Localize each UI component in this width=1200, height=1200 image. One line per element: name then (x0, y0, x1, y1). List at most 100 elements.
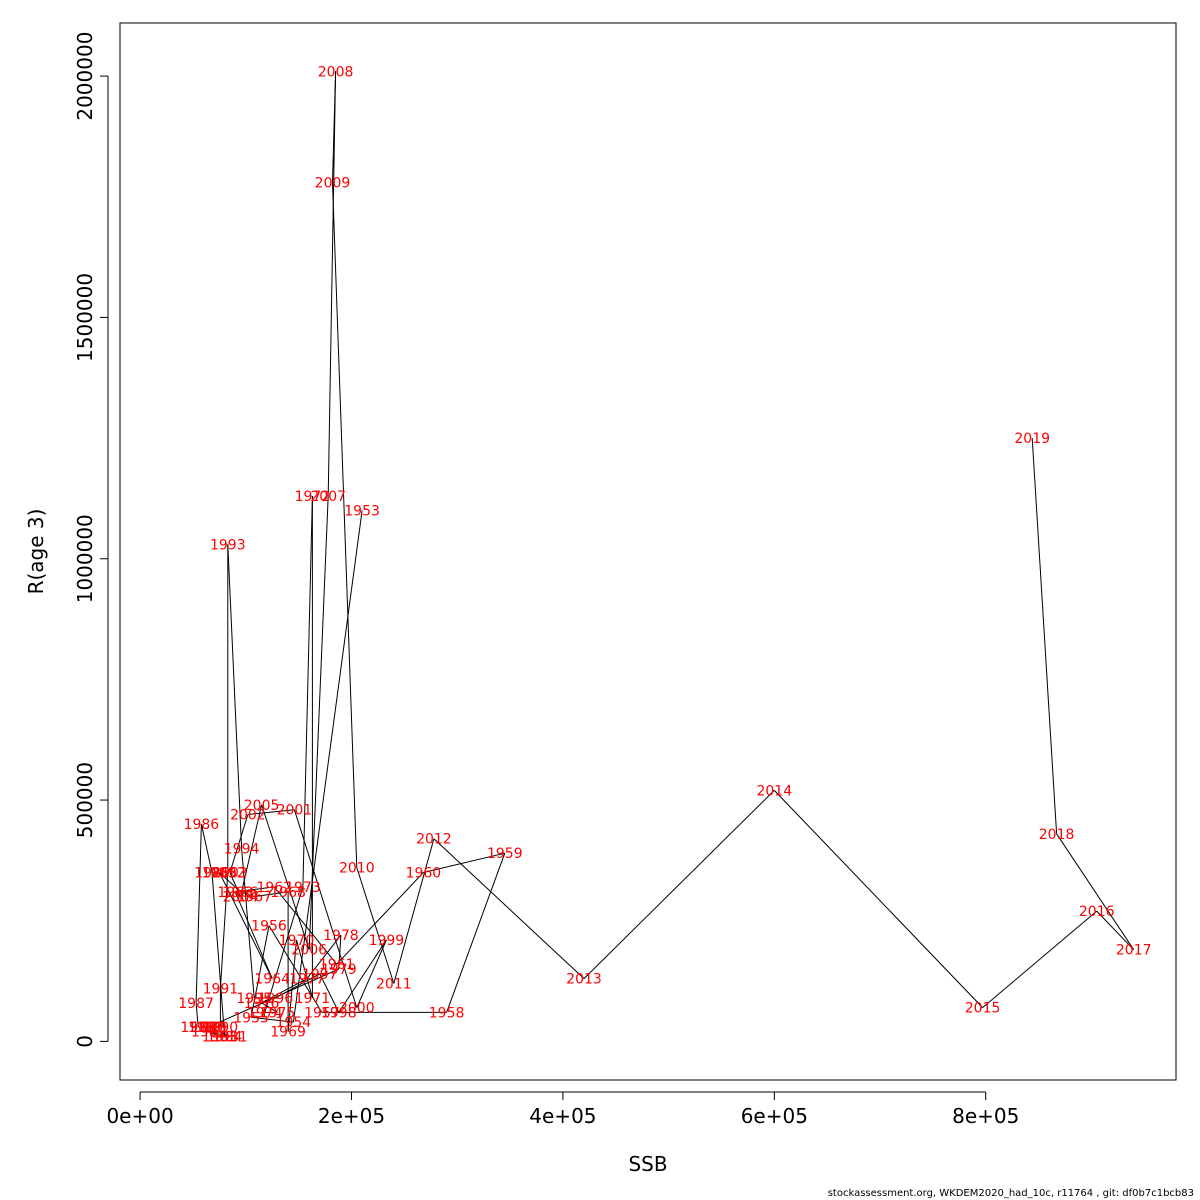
point-year-label: 2008 (318, 64, 354, 80)
series-segment (296, 939, 313, 999)
series-segment (327, 71, 337, 497)
point-year-label: 1957 (304, 1005, 340, 1021)
series-segment (982, 910, 1098, 1008)
point-year-label: 2018 (1039, 827, 1075, 843)
point-year-label: 2005 (244, 798, 280, 814)
point-year-label: 2001 (277, 803, 313, 819)
series-segment (773, 790, 983, 1008)
series-segment (264, 886, 304, 1013)
series-segment (302, 495, 313, 887)
series-segment (356, 867, 395, 984)
point-year-label: 1995 (236, 991, 272, 1007)
x-tick-label: 4e+05 (529, 1104, 596, 1128)
series-segment (332, 71, 337, 183)
point-year-label: 1967 (236, 890, 272, 906)
series-segment (336, 872, 424, 965)
point-year-label: 2009 (315, 175, 351, 191)
series-segment (293, 809, 358, 1008)
point-year-label: 1973 (285, 880, 321, 896)
series-segment (250, 925, 270, 1018)
y-tick-label: 1000000 (73, 514, 97, 603)
series-segment (200, 824, 213, 873)
point-year-label: 1988 (180, 1020, 216, 1036)
series-segment (308, 495, 329, 950)
series-segment (240, 891, 255, 898)
series-segment (306, 934, 342, 979)
series-segment (229, 872, 241, 897)
point-year-label: 1983 (202, 1030, 238, 1046)
point-year-label: 1990 (203, 1020, 239, 1036)
footer-caption: stockassessment.org, WKDEM2020_had_10c, … (827, 1188, 1194, 1199)
point-year-label: 1961 (319, 957, 355, 973)
series-segment (241, 848, 255, 998)
point-year-label: 1986 (184, 817, 220, 833)
series-segment (1031, 438, 1058, 834)
point-year-label: 2003 (212, 866, 248, 882)
point-year-label: 1975 (260, 1005, 296, 1021)
point-year-label: 2014 (756, 783, 792, 799)
series-segment (211, 872, 226, 1037)
series-segment (275, 973, 321, 999)
y-tick-label: 2000000 (73, 32, 97, 121)
point-year-label: 2011 (376, 977, 412, 993)
point-year-label: 1981 (212, 1030, 248, 1046)
series-segment (338, 935, 342, 970)
point-year-label: 1954 (276, 1015, 312, 1031)
series-segment (261, 804, 310, 950)
series-segment (208, 1031, 231, 1038)
point-year-label: 2006 (291, 943, 327, 959)
series-segment (227, 544, 243, 849)
point-year-label: 2000 (339, 1001, 375, 1017)
series-segment (218, 872, 273, 979)
series-segment (254, 891, 289, 898)
point-year-label: 1984 (207, 1030, 243, 1046)
point-year-label: 2002 (230, 808, 266, 824)
point-year-label: 1987 (178, 996, 214, 1012)
series-segment (446, 853, 506, 1013)
point-year-label: 1985 (194, 866, 230, 882)
series-segment (287, 939, 297, 1032)
point-year-label: 1991 (203, 981, 239, 997)
year-labels: 1953 1954 1955 1956 1957 1958 1959 1960 1961 1962… (178, 64, 1151, 1045)
point-year-label: 2015 (965, 1001, 1001, 1017)
series-segment (319, 973, 340, 1013)
series-segment (234, 891, 273, 979)
point-year-label: 1968 (270, 885, 306, 901)
point-year-label: 1979 (321, 962, 357, 978)
point-year-label: 1964 (254, 972, 290, 988)
point-year-label: 1972 (295, 489, 331, 505)
point-year-label: 1956 (251, 919, 287, 935)
point-year-label: 1977 (289, 972, 325, 988)
y-tick-label: 0 (73, 1035, 97, 1048)
series-segment (261, 978, 308, 1004)
series-segment (583, 790, 775, 979)
point-year-label: 1966 (223, 885, 259, 901)
point-year-label: 1982 (191, 1025, 227, 1041)
point-year-label: 2012 (416, 832, 452, 848)
point-year-label: 2019 (1014, 431, 1050, 447)
series-segment (208, 1031, 220, 1038)
series-segment (356, 939, 387, 1008)
point-year-label: 1993 (210, 537, 246, 553)
series-segment (195, 824, 202, 1003)
plot-frame (119, 22, 1177, 1081)
point-year-label: 2013 (566, 972, 602, 988)
point-year-label: 1997 (302, 967, 338, 983)
series-segment (332, 182, 358, 868)
point-year-label: 1955 (233, 1010, 269, 1026)
point-year-label: 2010 (339, 861, 375, 877)
point-year-label: 1958 (429, 1005, 465, 1021)
x-tick-label: 0e+00 (106, 1104, 173, 1128)
point-year-label: 2017 (1116, 943, 1152, 959)
point-year-label: 1971 (295, 991, 331, 1007)
x-tick-label: 2e+05 (318, 1104, 385, 1128)
point-year-label: 1970 (279, 933, 315, 949)
point-year-label: 1959 (487, 846, 523, 862)
series-segment (268, 925, 323, 1013)
series-segment (1056, 833, 1135, 950)
series-segment (247, 809, 295, 815)
x-axis: 0e+00 2e+05 4e+05 6e+05 8e+05 (106, 1091, 1019, 1128)
series-segment (261, 1002, 278, 1013)
point-year-label: 1974 (247, 1005, 283, 1021)
